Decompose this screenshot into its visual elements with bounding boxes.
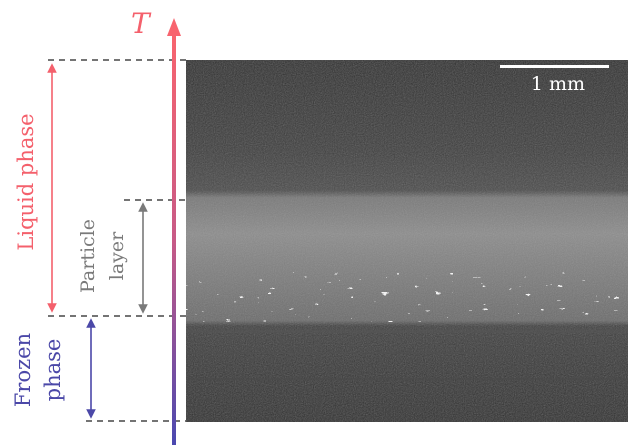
scale-bar [500, 65, 609, 68]
liquid-phase-label: Liquid phase [14, 113, 38, 250]
temperature-label: T [131, 7, 152, 40]
particle-label-line1: Particle [77, 219, 99, 293]
frozen-band [186, 330, 628, 333]
reference-lines [48, 59, 186, 422]
frozen-band [186, 352, 628, 354]
micrograph: 1 mm [186, 60, 628, 422]
temperature-axis [172, 34, 176, 445]
scale-bar-label: 1 mm [531, 73, 585, 95]
frozen-band [186, 378, 628, 380]
frozen-label-line2: phase [41, 339, 65, 402]
particle-label-line2: layer [106, 231, 128, 280]
temperature-arrow-icon [167, 18, 181, 36]
micrograph-background [186, 60, 628, 422]
frozen-label-line1: Frozen [11, 333, 35, 407]
particle-clusters [186, 272, 628, 322]
